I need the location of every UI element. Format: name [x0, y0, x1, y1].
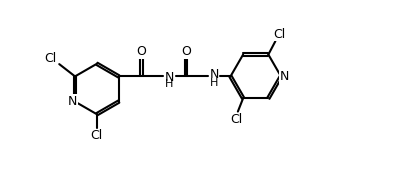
Text: O: O	[137, 45, 146, 58]
Text: O: O	[181, 45, 191, 58]
Text: Cl: Cl	[44, 52, 57, 65]
Text: N: N	[209, 69, 219, 82]
Text: N: N	[67, 95, 77, 108]
Text: N: N	[280, 70, 289, 83]
Text: H: H	[165, 79, 174, 89]
Text: H: H	[210, 78, 218, 88]
Text: N: N	[165, 71, 174, 84]
Text: Cl: Cl	[91, 129, 103, 142]
Text: Cl: Cl	[274, 28, 286, 41]
Text: Cl: Cl	[231, 113, 243, 126]
